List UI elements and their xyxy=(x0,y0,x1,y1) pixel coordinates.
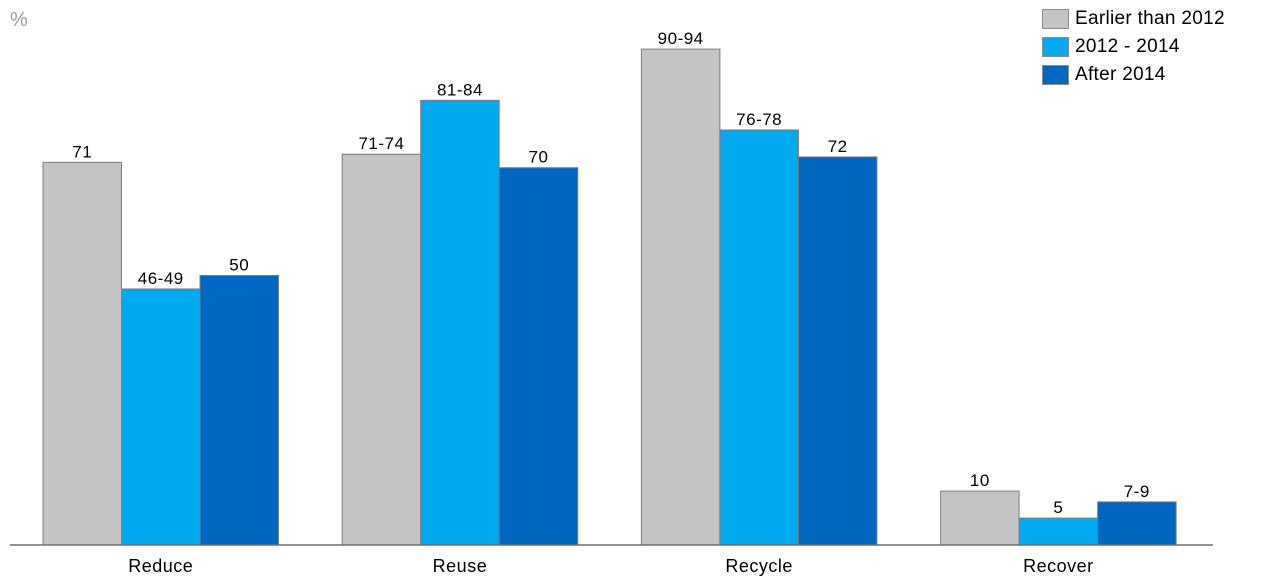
bar-reduce-2012-2014 xyxy=(121,288,201,546)
legend-item-earlier-than-2012: Earlier than 2012 xyxy=(1042,6,1225,31)
bar-reduce-after-2014 xyxy=(199,275,279,546)
data-label-reuse-earlier-than-2012: 71-74 xyxy=(358,134,404,153)
bar-recover-earlier-than-2012 xyxy=(940,490,1020,546)
bar-reuse-after-2014 xyxy=(498,167,579,546)
legend-swatch-2012-2014 xyxy=(1042,36,1069,57)
legend: Earlier than 2012 2012 - 2014 After 2014 xyxy=(1042,6,1225,90)
legend-swatch-earlier-than-2012 xyxy=(1042,8,1069,29)
data-label-reuse-2012-2014: 81-84 xyxy=(437,80,483,99)
data-label-recycle-2012-2014: 76-78 xyxy=(736,110,782,129)
bar-reduce-earlier-than-2012 xyxy=(42,161,122,546)
bar-recycle-2012-2014 xyxy=(719,129,799,546)
category-label-reuse: Reuse xyxy=(433,556,488,576)
category-label-recycle: Recycle xyxy=(725,556,793,576)
legend-label-2012-2014: 2012 - 2014 xyxy=(1075,35,1180,57)
data-label-recycle-earlier-than-2012: 90-94 xyxy=(658,29,704,48)
legend-item-after-2014: After 2014 xyxy=(1042,62,1225,87)
data-label-recover-2012-2014: 5 xyxy=(1053,498,1063,517)
bar-recycle-after-2014 xyxy=(797,156,878,546)
data-label-recover-after-2014: 7-9 xyxy=(1124,482,1150,501)
y-unit-label: % xyxy=(10,9,28,31)
bar-reuse-2012-2014 xyxy=(420,99,500,546)
bar-recover-after-2014 xyxy=(1097,501,1177,546)
data-label-recycle-after-2014: 72 xyxy=(828,137,848,156)
bar-reuse-earlier-than-2012 xyxy=(341,153,422,546)
category-label-reduce: Reduce xyxy=(128,556,193,576)
category-label-recover: Recover xyxy=(1023,556,1094,576)
data-label-reduce-after-2014: 50 xyxy=(229,256,249,275)
legend-label-after-2014: After 2014 xyxy=(1075,63,1166,85)
legend-swatch-after-2014 xyxy=(1042,64,1069,85)
bar-recover-2012-2014 xyxy=(1018,517,1099,546)
legend-item-2012-2014: 2012 - 2014 xyxy=(1042,34,1225,59)
data-label-reduce-2012-2014: 46-49 xyxy=(138,269,184,288)
data-label-reduce-earlier-than-2012: 71 xyxy=(72,142,92,161)
legend-label-earlier-than-2012: Earlier than 2012 xyxy=(1075,7,1225,29)
bar-recycle-earlier-than-2012 xyxy=(640,48,721,546)
data-label-recover-earlier-than-2012: 10 xyxy=(970,471,990,490)
data-label-reuse-after-2014: 70 xyxy=(528,148,548,167)
